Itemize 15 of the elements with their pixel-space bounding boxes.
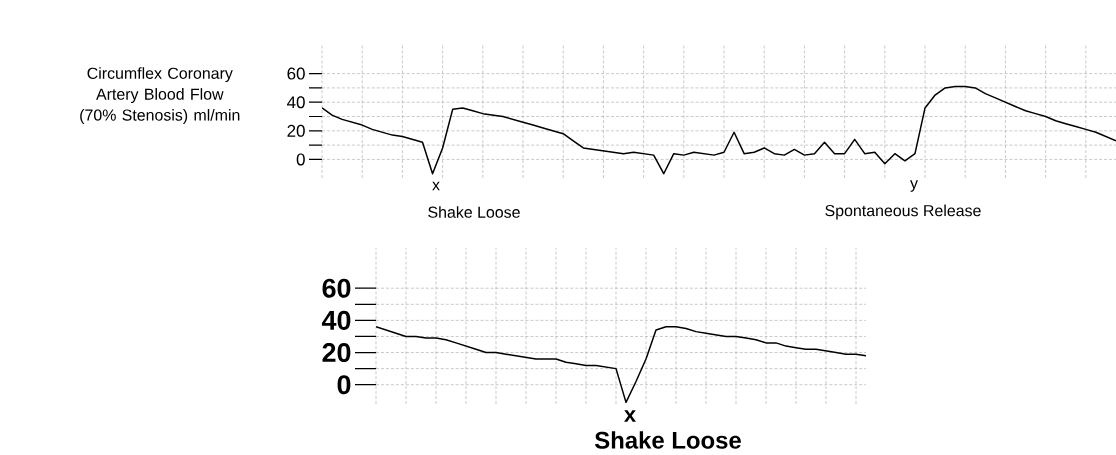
text: y — [910, 180, 918, 192]
y-axis-title: Circumflex Coronary Artery Blood Flow (70% Stenosis) ml/min — [80, 67, 240, 124]
text: x — [624, 410, 636, 422]
y-tick-label: 0 — [337, 375, 351, 395]
text: x — [432, 181, 440, 191]
y-tick-label: 60 — [287, 67, 305, 80]
y-tick-label: 20 — [322, 343, 351, 363]
y-tick-label: 40 — [321, 310, 351, 330]
y-tick-label: 60 — [322, 278, 351, 298]
y-tick-label: 0 — [296, 153, 305, 166]
y-tick-label: 40 — [287, 96, 305, 109]
y-tick-label: 20 — [287, 124, 305, 137]
text: Spontaneous Release — [825, 204, 981, 220]
text: Shake Loose — [428, 206, 520, 218]
text: Shake Loose — [594, 431, 741, 449]
